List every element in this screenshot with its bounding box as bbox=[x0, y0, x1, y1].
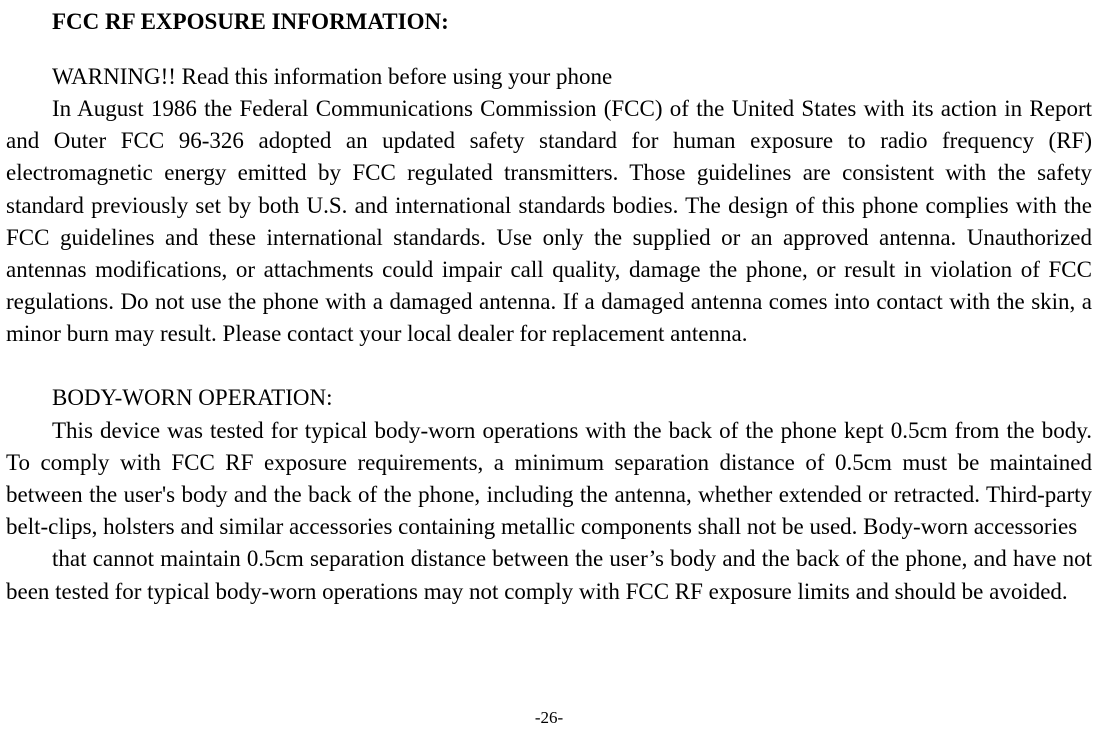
document-page: FCC RF EXPOSURE INFORMATION: WARNING!! R… bbox=[0, 0, 1098, 734]
body-paragraph-1: In August 1986 the Federal Communication… bbox=[6, 93, 1092, 351]
body-paragraph-2a: This device was tested for typical body-… bbox=[6, 415, 1092, 544]
page-number: -26- bbox=[0, 708, 1098, 728]
paragraph-spacer bbox=[6, 350, 1092, 382]
section-heading: FCC RF EXPOSURE INFORMATION: bbox=[6, 8, 1092, 37]
sub-heading: BODY-WORN OPERATION: bbox=[6, 382, 1092, 414]
body-paragraph-2b: that cannot maintain 0.5cm separation di… bbox=[6, 543, 1092, 607]
warning-line: WARNING!! Read this information before u… bbox=[6, 61, 1092, 93]
